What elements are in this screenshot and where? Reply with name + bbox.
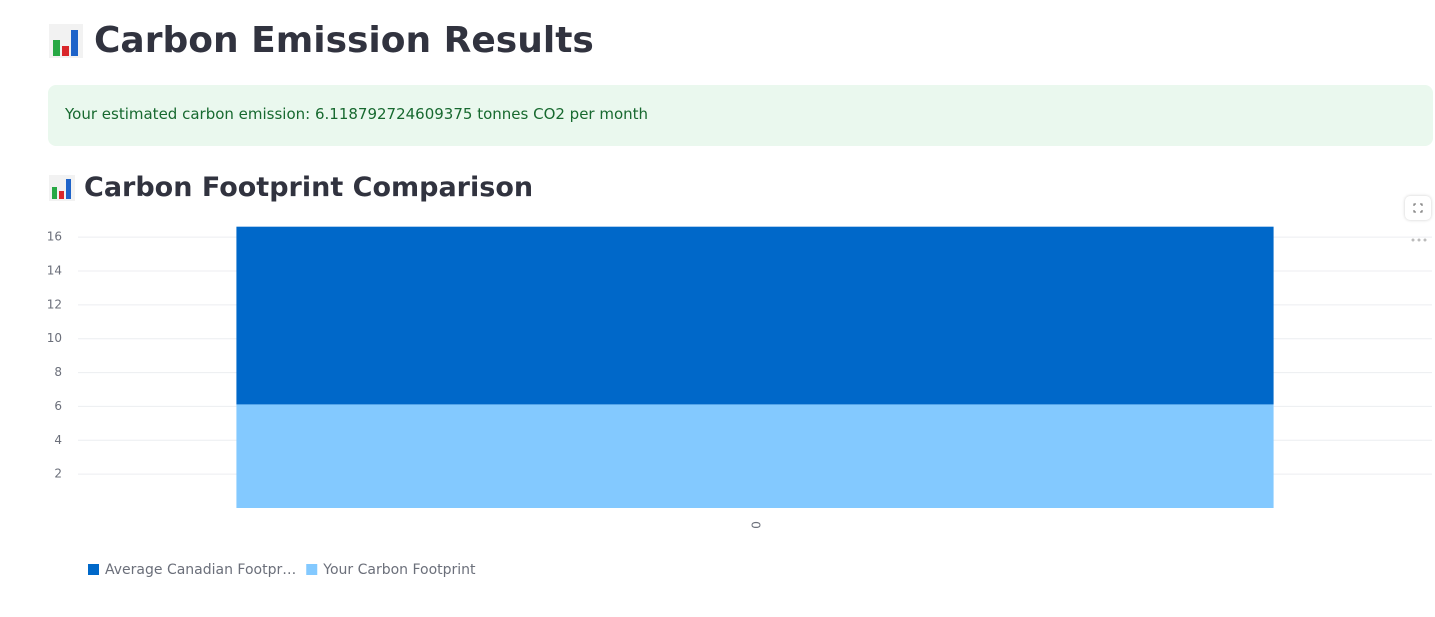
y-tick-label: 8 <box>54 365 62 379</box>
chart-icon <box>49 174 75 201</box>
y-tick-label: 6 <box>54 399 62 413</box>
y-tick-label: 4 <box>54 433 62 447</box>
legend-swatch <box>306 564 318 575</box>
legend: Your Carbon Footprint <box>322 562 476 578</box>
more-menu[interactable] <box>1411 238 1427 242</box>
fullscreen-button[interactable] <box>1405 196 1431 220</box>
y-tick-label: 10 <box>47 331 62 345</box>
y-tick-label: 2 <box>54 467 62 481</box>
chart-icon <box>49 23 83 58</box>
section-text: Carbon Footprint Comparison <box>84 172 534 203</box>
y-tick-label: 16 <box>47 230 62 244</box>
section-title: Carbon Footprint Comparison <box>48 172 533 203</box>
bar-segment <box>236 226 1274 405</box>
y-tick-label: 12 <box>47 297 62 311</box>
page-title: Carbon Emission Results <box>48 20 594 61</box>
legend-swatch <box>88 564 99 575</box>
fullscreen-icon <box>1413 203 1423 213</box>
title-text: Carbon Emission Results <box>94 20 594 61</box>
x-tick-label: 0 <box>749 521 763 529</box>
legend: Average Canadian Footpr… <box>105 562 296 578</box>
y-tick-label: 14 <box>47 264 62 278</box>
bar-segment <box>236 404 1274 508</box>
success-alert: Your estimated carbon emission: 6.118792… <box>48 85 1433 146</box>
